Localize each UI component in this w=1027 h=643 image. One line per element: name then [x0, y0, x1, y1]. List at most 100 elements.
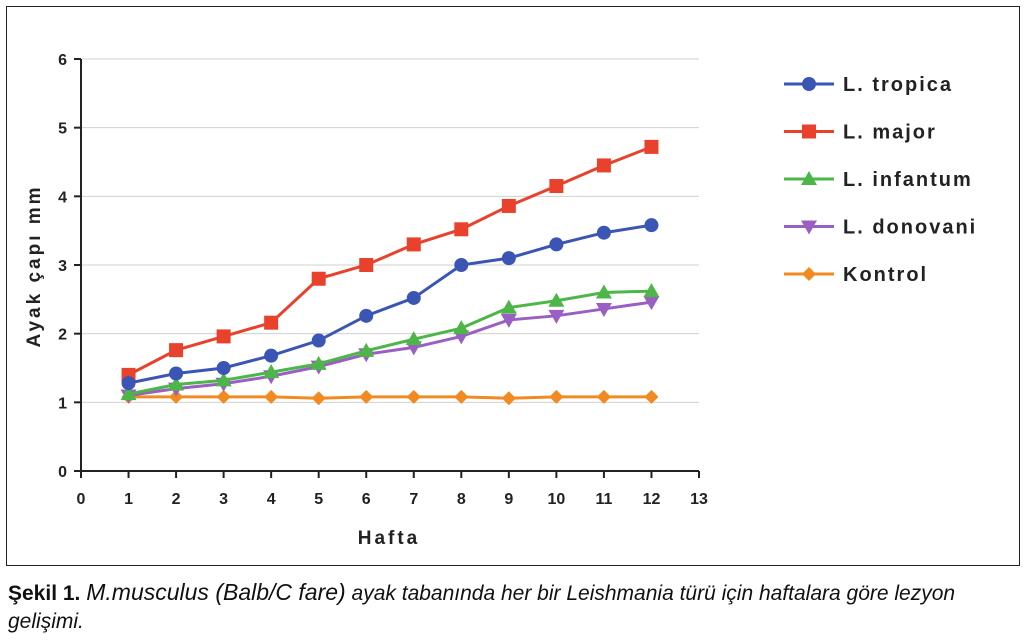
data-point-l-infantum-1	[120, 386, 137, 401]
x-tick-label-1: 1	[124, 491, 133, 508]
legend-item-l-major: L. major	[784, 122, 935, 144]
series-layer	[120, 139, 660, 406]
legend-label-kontrol: Kontrol	[843, 264, 928, 286]
figure-caption: Şekil 1. M.musculus (Balb/C fare) ayak t…	[8, 578, 1018, 636]
series-l-tropica	[121, 218, 659, 391]
data-point-kontrol-6	[359, 389, 374, 404]
y-tick-label-0: 0	[58, 464, 67, 481]
data-point-l-tropica-3	[216, 361, 231, 375]
x-tick-label-3: 3	[219, 491, 228, 508]
legend-marker-kontrol	[802, 267, 816, 281]
y-tick-label-5: 5	[58, 121, 67, 138]
caption-text: ayak tabanında her bir Leishmania türü i…	[8, 582, 956, 633]
legend-item-kontrol: Kontrol	[784, 264, 928, 286]
caption-label: Şekil 1.	[8, 582, 81, 605]
x-tick-label-8: 8	[457, 491, 466, 508]
data-point-l-major-12	[644, 139, 659, 154]
y-axis-title: Ayak çapı mm	[24, 184, 45, 347]
data-point-l-major-10	[549, 179, 564, 194]
legend-item-l-infantum: L. infantum	[784, 169, 973, 191]
data-point-kontrol-8	[454, 389, 469, 404]
caption-species: M.musculus (Balb/C fare)	[86, 579, 346, 605]
x-tick-label-7: 7	[409, 491, 418, 508]
data-point-kontrol-4	[264, 389, 279, 404]
data-point-l-tropica-7	[406, 290, 421, 305]
legend-item-l-tropica: L. tropica	[784, 74, 951, 96]
data-point-l-major-5	[311, 271, 326, 286]
legend-marker-l-tropica	[802, 77, 816, 91]
x-tick-label-2: 2	[172, 491, 181, 508]
data-point-l-major-7	[406, 237, 421, 252]
x-tick-label-13: 13	[690, 491, 708, 508]
legend-item-l-donovani: L. donovani	[784, 217, 977, 239]
figure-frame	[6, 6, 1020, 566]
data-point-l-tropica-4	[264, 348, 279, 363]
data-point-kontrol-3	[216, 389, 231, 404]
series-line-l-infantum	[128, 289, 652, 396]
data-point-l-major-6	[359, 258, 374, 272]
series-line-l-donovani	[128, 300, 652, 397]
series-l-donovani	[120, 296, 660, 404]
legend: L. tropica L. major L. infantum L. donovani…	[784, 74, 977, 286]
series-kontrol	[121, 389, 659, 406]
data-point-l-tropica-8	[454, 258, 469, 272]
data-point-l-infantum-3	[215, 372, 232, 387]
data-point-l-infantum-7	[405, 331, 422, 346]
data-point-l-infantum-12	[643, 283, 660, 298]
data-point-l-donovani-10	[548, 309, 565, 324]
grid-lines	[81, 58, 699, 403]
y-tick-label-6: 6	[58, 52, 67, 69]
y-tick-label-1: 1	[58, 395, 67, 412]
series-line-kontrol	[128, 395, 652, 400]
data-point-l-infantum-2	[168, 376, 185, 391]
data-point-l-infantum-10	[548, 292, 565, 307]
data-point-l-donovani-9	[500, 313, 517, 328]
y-tick-label-2: 2	[58, 327, 67, 344]
legend-marker-l-major	[802, 124, 816, 139]
x-tick-label-4: 4	[267, 491, 276, 508]
data-point-kontrol-11	[596, 389, 611, 404]
x-axis-title: Hafta	[358, 528, 421, 549]
y-tick-label-4: 4	[58, 189, 67, 206]
data-point-l-donovani-12	[643, 296, 660, 311]
x-tick-label-5: 5	[314, 491, 323, 508]
x-tick-label-11: 11	[595, 491, 612, 508]
data-point-l-tropica-5	[311, 333, 326, 348]
x-tick-label-9: 9	[504, 491, 513, 508]
data-point-l-tropica-1	[121, 376, 136, 391]
data-point-kontrol-12	[644, 389, 659, 404]
legend-label-l-donovani: L. donovani	[843, 217, 977, 239]
data-point-l-major-9	[501, 198, 516, 213]
x-tick-label-0: 0	[77, 491, 86, 508]
y-tick-label-3: 3	[58, 258, 67, 275]
data-point-kontrol-2	[169, 389, 184, 404]
legend-marker-l-donovani	[801, 220, 817, 235]
legend-label-l-infantum: L. infantum	[843, 169, 973, 191]
data-point-l-infantum-6	[358, 342, 375, 357]
data-point-l-major-4	[264, 315, 279, 330]
data-point-kontrol-5	[311, 391, 326, 406]
data-point-l-tropica-2	[169, 366, 184, 381]
data-point-kontrol-10	[549, 389, 564, 404]
data-point-l-major-11	[596, 158, 611, 173]
series-l-infantum	[120, 283, 660, 401]
data-point-l-tropica-12	[644, 218, 659, 233]
data-point-l-tropica-11	[596, 225, 611, 240]
x-tick-label-6: 6	[362, 491, 371, 508]
data-point-kontrol-7	[406, 389, 421, 404]
data-point-l-tropica-10	[549, 237, 564, 252]
series-line-l-major	[127, 145, 653, 377]
data-point-l-major-8	[454, 222, 469, 237]
data-point-l-tropica-6	[359, 308, 374, 323]
data-point-l-infantum-8	[453, 320, 470, 335]
series-line-l-tropica	[128, 223, 652, 385]
data-point-l-donovani-11	[595, 302, 612, 317]
data-point-l-major-3	[216, 329, 231, 344]
x-tick-label-12: 12	[643, 491, 661, 508]
data-point-l-infantum-4	[263, 364, 280, 379]
data-point-l-infantum-11	[595, 284, 612, 299]
data-point-l-infantum-9	[500, 299, 517, 314]
legend-marker-l-infantum	[801, 171, 817, 185]
